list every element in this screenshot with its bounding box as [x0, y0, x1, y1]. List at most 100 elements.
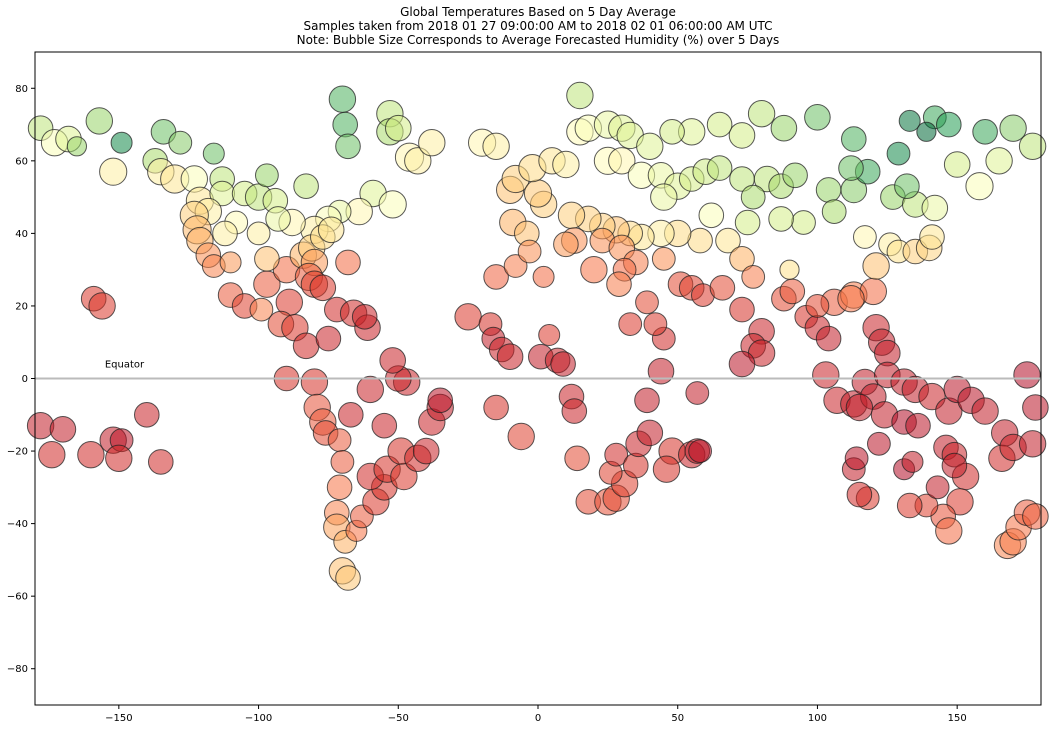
city-bubble — [379, 347, 407, 374]
city-bubble — [647, 357, 675, 385]
city-bubble — [212, 220, 238, 247]
city-bubble — [636, 132, 664, 161]
city-bubble — [770, 114, 798, 142]
city-bubble — [768, 206, 794, 232]
city-bubble — [916, 121, 937, 142]
city-bubble — [659, 119, 685, 145]
y-tick-label: 80 — [15, 84, 28, 95]
city-bubble — [255, 163, 279, 188]
city-bubble — [740, 184, 766, 210]
city-bubble — [315, 325, 342, 352]
city-bubble — [898, 109, 921, 132]
city-bubble — [246, 221, 271, 246]
city-bubble — [317, 216, 345, 244]
city-bubble — [643, 312, 668, 337]
city-bubble — [636, 419, 664, 447]
city-bubble — [418, 129, 446, 157]
city-bubble — [351, 304, 378, 330]
city-bubble — [894, 173, 920, 199]
city-bubble — [580, 256, 608, 284]
city-bubble — [925, 475, 950, 500]
city-bubble — [49, 416, 77, 443]
city-bubble — [734, 209, 761, 236]
city-bubble — [936, 111, 962, 138]
city-bubble — [326, 474, 353, 501]
city-bubble — [523, 179, 553, 208]
city-bubble — [687, 227, 713, 254]
city-bubble — [148, 449, 174, 475]
city-bubble — [779, 259, 800, 280]
city-bubble — [921, 194, 949, 222]
city-bubble — [254, 245, 280, 272]
x-tick-label: 50 — [671, 713, 684, 724]
bubble-layer — [26, 81, 1049, 591]
city-bubble — [841, 126, 867, 152]
city-bubble — [330, 450, 355, 474]
city-bubble — [635, 290, 659, 315]
y-tick-label: −40 — [7, 519, 28, 530]
city-bubble — [482, 132, 510, 161]
city-bubble — [503, 254, 528, 278]
city-bubble — [552, 150, 580, 179]
city-bubble — [608, 147, 636, 175]
city-bubble — [496, 343, 524, 371]
city-bubble — [946, 488, 974, 516]
city-bubble — [846, 481, 873, 508]
city-bubble — [88, 292, 116, 320]
city-bubble — [553, 231, 579, 258]
city-bubble — [332, 111, 359, 138]
city-bubble — [265, 206, 291, 232]
x-axis: −150 −100 −50 0 50 100 150 — [105, 705, 967, 724]
city-bubble — [971, 397, 999, 425]
x-tick-label: −100 — [245, 713, 272, 724]
city-bubble — [779, 278, 806, 305]
city-bubble — [219, 251, 242, 274]
city-bubble — [1022, 394, 1049, 421]
city-bubble — [706, 155, 733, 181]
city-bubble — [905, 412, 931, 439]
city-bubble — [483, 264, 509, 290]
chart-title-line-2: Samples taken from 2018 01 27 09:00:00 A… — [303, 19, 773, 33]
city-bubble — [335, 565, 361, 591]
city-bubble — [650, 183, 678, 211]
city-bubble — [634, 387, 660, 414]
city-bubble — [328, 85, 357, 113]
x-tick-label: −50 — [388, 713, 409, 724]
city-bubble — [999, 114, 1027, 142]
x-tick-label: 0 — [535, 713, 541, 724]
city-bubble — [168, 130, 193, 155]
city-bubble — [338, 402, 364, 428]
city-bubble — [685, 381, 710, 405]
city-bubble — [651, 246, 676, 271]
x-tick-label: 100 — [808, 713, 827, 724]
city-bubble — [862, 252, 890, 280]
city-bubble — [782, 162, 808, 189]
city-bubble — [427, 387, 454, 414]
city-bubble — [99, 157, 128, 186]
chart-title-line-3: Note: Bubble Size Corresponds to Average… — [296, 33, 780, 47]
chart-title: Global Temperatures Based on 5 Day Avera… — [35, 5, 1041, 47]
city-bubble — [356, 375, 384, 404]
city-bubble — [202, 142, 225, 165]
city-bubble — [853, 225, 877, 249]
city-bubble — [335, 249, 361, 276]
city-bubble — [378, 190, 407, 219]
city-bubble — [965, 172, 994, 201]
city-bubble — [729, 296, 755, 323]
city-bubble — [815, 177, 842, 203]
city-bubble — [791, 210, 816, 235]
y-tick-label: −60 — [7, 592, 28, 603]
city-bubble — [557, 201, 586, 230]
y-tick-label: 60 — [15, 156, 28, 167]
city-bubble — [698, 202, 725, 229]
city-bubble — [728, 350, 756, 378]
city-bubble — [532, 265, 555, 288]
city-bubble — [901, 450, 924, 473]
y-tick-label: −20 — [7, 447, 28, 458]
city-bubble — [804, 104, 831, 131]
city-bubble — [838, 155, 864, 181]
equator-label: Equator — [105, 360, 145, 371]
y-tick-label: 40 — [15, 229, 28, 240]
city-bubble — [985, 147, 1013, 175]
city-bubble — [1013, 361, 1041, 389]
